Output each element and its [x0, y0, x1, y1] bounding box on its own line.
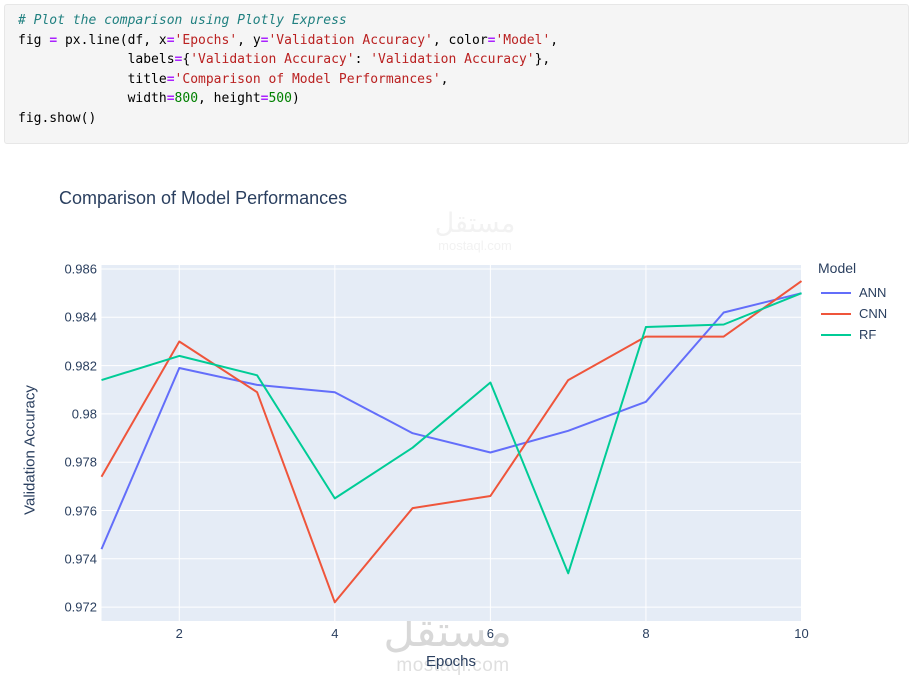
legend-items: ANN CNN RF — [818, 282, 887, 345]
code-block: # Plot the comparison using Plotly Expre… — [5, 5, 908, 128]
code-line: width=800, height=500) — [18, 91, 300, 106]
code-line: labels={'Validation Accuracy': 'Validati… — [18, 52, 551, 67]
legend-title: Model — [818, 260, 857, 276]
legend-label: CNN — [859, 306, 888, 321]
x-axis-title: Epochs — [425, 653, 477, 670]
y-tick-label: 0.978 — [64, 454, 97, 470]
x-tick-label: 10 — [794, 626, 809, 641]
code-line: fig = px.line(df, x='Epochs', y='Validat… — [18, 32, 559, 48]
series-line-ann — [100, 292, 802, 550]
legend-item-cnn[interactable]: CNN — [818, 303, 887, 324]
y-tick-label: 0.98 — [71, 406, 97, 422]
x-tick-label: 2 — [175, 626, 183, 641]
y-tick-label: 0.984 — [64, 309, 97, 325]
series-line-cnn — [100, 280, 803, 604]
y-tick-label: 0.976 — [64, 503, 97, 518]
code-line: title='Comparison of Model Performances'… — [18, 71, 449, 87]
x-tick-label: 8 — [642, 626, 650, 641]
legend-line-swatch — [821, 333, 851, 336]
code-line: # Plot the comparison using Plotly Expre… — [18, 13, 347, 28]
legend-label: RF — [859, 327, 877, 342]
series-line-rf — [101, 292, 802, 575]
legend-line-swatch — [821, 291, 851, 294]
notebook-code-cell[interactable]: # Plot the comparison using Plotly Expre… — [4, 4, 909, 144]
y-tick-label: 0.972 — [64, 599, 97, 615]
legend: Model ANN CNN RF — [818, 260, 887, 345]
legend-item-rf[interactable]: RF — [818, 324, 887, 345]
y-tick-label: 0.986 — [64, 261, 97, 277]
code-line: fig.show() — [18, 110, 97, 126]
legend-label: ANN — [859, 285, 887, 300]
y-tick-label: 0.974 — [64, 551, 97, 567]
legend-line-swatch — [821, 312, 851, 315]
x-tick-label: 6 — [486, 626, 494, 641]
x-tick-label: 4 — [331, 626, 339, 641]
chart-title: Comparison of Model Performances — [59, 188, 348, 208]
legend-item-ann[interactable]: ANN — [818, 282, 887, 303]
y-tick-label: 0.982 — [64, 358, 97, 374]
